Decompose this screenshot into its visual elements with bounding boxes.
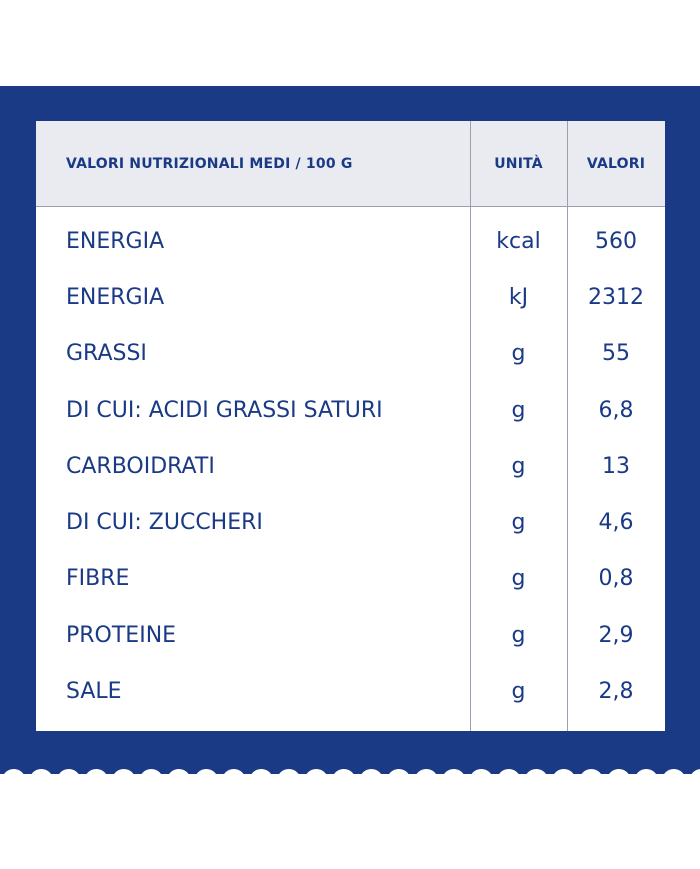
nutrient-name: PROTEINE [66, 622, 177, 648]
table-row: FIBRE g 0,8 [36, 551, 665, 607]
scallop [661, 769, 686, 781]
nutrient-name: GRASSI [66, 341, 147, 367]
nutrient-unit: g [511, 453, 526, 479]
nutrient-unit: g [511, 510, 526, 536]
nutrient-unit: g [511, 566, 526, 592]
column-divider-unit [470, 121, 471, 731]
nutrient-value: 6,8 [598, 397, 634, 423]
table-body: ENERGIA kcal 560 ENERGIA kJ 2312 GRASSI … [36, 207, 665, 720]
scallop [634, 769, 659, 781]
header-unit: UNITÀ [494, 155, 543, 172]
column-divider-value [567, 121, 568, 731]
nutrient-unit: g [511, 341, 526, 367]
nutrient-value: 13 [602, 453, 630, 479]
scallop [524, 769, 549, 781]
header-value: VALORI [586, 155, 646, 172]
scallop [496, 769, 521, 781]
nutrient-name: CARBOIDRATI [66, 453, 215, 479]
scallop [139, 769, 164, 781]
scallop [441, 769, 466, 781]
nutrient-unit: g [511, 397, 526, 423]
scalloped-edge [1, 769, 700, 781]
scallop [29, 769, 54, 781]
scallop [579, 769, 604, 781]
scallop [386, 769, 411, 781]
table-row: PROTEINE g 2,9 [36, 607, 665, 663]
nutrient-unit: kcal [496, 228, 541, 254]
nutrient-unit: kJ [508, 284, 529, 310]
table-row: DI CUI: ACIDI GRASSI SATURI g 6,8 [36, 382, 665, 438]
scallop [689, 769, 700, 781]
nutrient-unit: g [511, 622, 526, 648]
nutrient-name: DI CUI: ACIDI GRASSI SATURI [66, 397, 383, 423]
nutrient-value: 55 [602, 341, 630, 367]
scallop [331, 769, 356, 781]
table-row: ENERGIA kJ 2312 [36, 269, 665, 325]
nutrient-name: FIBRE [66, 566, 130, 592]
scallop [84, 769, 109, 781]
scallop [551, 769, 576, 781]
scallop [111, 769, 136, 781]
scallop [221, 769, 246, 781]
nutrient-value: 2,9 [598, 622, 634, 648]
header-nutrient: VALORI NUTRIZIONALI MEDI / 100 G [66, 155, 353, 172]
nutrient-value: 2312 [588, 284, 644, 310]
scallop [469, 769, 494, 781]
header-divider [36, 206, 665, 207]
scallop [1, 769, 26, 781]
nutrient-name: DI CUI: ZUCCHERI [66, 510, 263, 536]
nutrient-name: ENERGIA [66, 228, 165, 254]
nutrient-unit: g [511, 679, 526, 705]
nutrient-name: SALE [66, 679, 122, 705]
nutrient-value: 4,6 [598, 510, 634, 536]
scallop [194, 769, 219, 781]
nutrient-value: 560 [595, 228, 637, 254]
scallop [166, 769, 191, 781]
table-header: VALORI NUTRIZIONALI MEDI / 100 G UNITÀ V… [36, 121, 665, 206]
table-row: SALE g 2,8 [36, 663, 665, 719]
scallop [56, 769, 81, 781]
nutrition-table: VALORI NUTRIZIONALI MEDI / 100 G UNITÀ V… [36, 121, 665, 731]
nutrient-value: 2,8 [598, 679, 634, 705]
scallop [414, 769, 439, 781]
table-row: ENERGIA kcal 560 [36, 213, 665, 269]
table-row: DI CUI: ZUCCHERI g 4,6 [36, 494, 665, 550]
scallop [606, 769, 631, 781]
scallop [304, 769, 329, 781]
scallop [359, 769, 384, 781]
scallop [249, 769, 274, 781]
table-row: CARBOIDRATI g 13 [36, 438, 665, 494]
nutrient-value: 0,8 [598, 566, 634, 592]
nutrient-name: ENERGIA [66, 284, 165, 310]
scallop [276, 769, 301, 781]
table-row: GRASSI g 55 [36, 326, 665, 382]
